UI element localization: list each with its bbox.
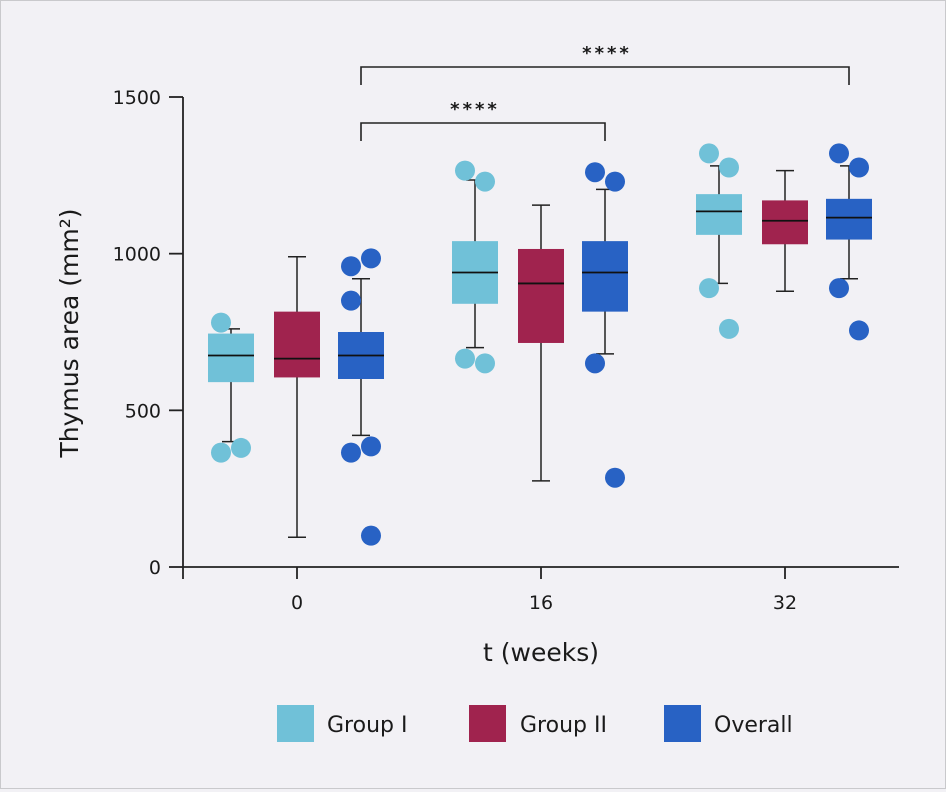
outlier-point [341, 256, 361, 277]
box-iqr [826, 198, 872, 240]
box-group-ii [518, 204, 564, 482]
outlier-point [231, 437, 251, 458]
outlier-point [719, 318, 739, 339]
y-tick-label: 0 [149, 557, 161, 579]
outlier-point [605, 467, 625, 488]
outlier-point [455, 160, 475, 181]
outlier-point [829, 278, 849, 299]
legend-item: Overall [664, 705, 793, 742]
outlier-point [211, 312, 231, 333]
outlier-point [605, 171, 625, 192]
box-group-ii [762, 169, 808, 293]
x-tick-label: 32 [773, 592, 797, 614]
legend-label: Group II [520, 713, 607, 738]
significance-bracket: **** [360, 99, 606, 141]
y-tick-label: 1000 [113, 244, 161, 266]
outlier-point [361, 525, 381, 546]
legend-swatch [277, 705, 314, 742]
x-tick-label: 0 [291, 592, 303, 614]
y-axis-title: Thymus area (mm²) [55, 208, 84, 458]
box-iqr [208, 333, 254, 383]
outlier-point [475, 353, 495, 374]
box-iqr [582, 241, 628, 312]
legend-item: Group I [277, 705, 407, 742]
legend-item: Group II [469, 705, 607, 742]
bracket-line [360, 66, 850, 85]
box-overall [338, 248, 384, 546]
box-group-ii [274, 256, 320, 538]
legend-swatch [469, 705, 506, 742]
outlier-point [585, 162, 605, 183]
box-overall [826, 143, 872, 341]
legend-swatch [664, 705, 701, 742]
outlier-point [849, 157, 869, 178]
outlier-point [341, 442, 361, 463]
legend-label: Overall [714, 713, 793, 738]
box-iqr [274, 311, 320, 378]
significance-label: **** [450, 99, 500, 120]
outlier-point [849, 320, 869, 341]
outlier-point [341, 290, 361, 311]
outlier-point [361, 248, 381, 269]
outlier-point [455, 348, 475, 369]
outlier-point [475, 171, 495, 192]
box-group-i [208, 312, 254, 463]
box-group-i [452, 160, 498, 374]
significance-label: **** [582, 43, 632, 64]
bracket-line [360, 122, 606, 141]
box-group-i [696, 143, 742, 339]
box-iqr [696, 194, 742, 235]
outlier-point [211, 442, 231, 463]
outlier-point [719, 157, 739, 178]
outlier-point [829, 143, 849, 164]
y-tick-label: 1500 [113, 87, 161, 109]
outlier-point [699, 278, 719, 299]
box-iqr [762, 200, 808, 245]
box-overall [582, 162, 628, 488]
significance-bracket: **** [360, 43, 850, 85]
outlier-point [585, 353, 605, 374]
x-axis-title: t (weeks) [483, 638, 599, 667]
y-tick-label: 500 [125, 400, 161, 422]
box-iqr [518, 248, 564, 343]
x-tick-label: 16 [529, 592, 553, 614]
legend-label: Group I [327, 713, 407, 738]
outlier-point [361, 436, 381, 457]
outlier-point [699, 143, 719, 164]
